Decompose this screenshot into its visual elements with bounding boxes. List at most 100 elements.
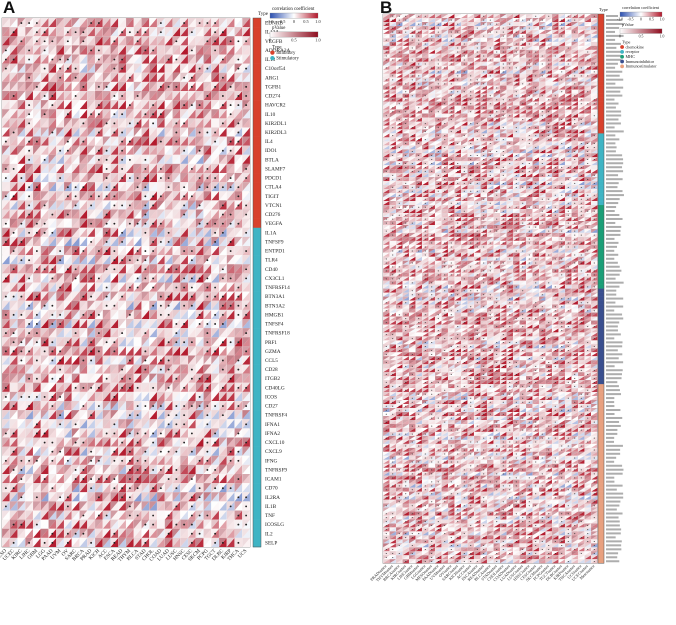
heatmap-b-cell bbox=[448, 61, 455, 66]
heatmap-a-cell bbox=[149, 273, 157, 283]
heatmap-a-cell bbox=[102, 163, 111, 174]
heatmap-a-cell bbox=[56, 81, 64, 91]
heatmap-b-cell bbox=[545, 224, 552, 229]
heatmap-b-cell bbox=[558, 312, 565, 317]
heatmap-b-cell bbox=[584, 197, 591, 202]
heatmap-a-cell bbox=[133, 401, 142, 411]
heatmap-a-cell bbox=[25, 100, 33, 110]
heatmap-a-cell bbox=[110, 273, 119, 283]
heatmap-b-cell bbox=[532, 61, 539, 66]
heatmap-b-cell bbox=[487, 109, 494, 114]
heatmap-a-cell bbox=[126, 246, 134, 256]
heatmap-b-cell bbox=[545, 201, 552, 206]
heatmap-b-cell bbox=[448, 209, 455, 213]
heatmap-b-cell bbox=[435, 65, 442, 70]
heatmap-b-cell bbox=[487, 101, 494, 106]
heatmap-a-cell bbox=[164, 246, 173, 256]
heatmap-a-cell bbox=[79, 382, 88, 392]
heatmap-a-cell bbox=[110, 127, 119, 137]
heatmap-b-cell bbox=[428, 360, 435, 365]
heatmap-b-cell bbox=[500, 14, 507, 18]
heatmap-b-cell bbox=[441, 41, 448, 46]
heatmap-b-cell bbox=[402, 49, 409, 54]
heatmap-b-cell bbox=[402, 193, 409, 198]
heatmap-b-cell bbox=[480, 356, 487, 361]
heatmap-b-cell bbox=[584, 85, 591, 90]
heatmap-b-cell bbox=[461, 264, 468, 269]
heatmap-a-cell bbox=[9, 355, 18, 365]
heatmap-b-cell bbox=[513, 29, 520, 34]
heatmap-a-cell bbox=[118, 54, 126, 64]
heatmap-a-cell bbox=[118, 373, 126, 383]
heatmap-a-cell bbox=[102, 90, 111, 101]
heatmap-b-cell bbox=[454, 209, 461, 213]
heatmap-b-cell bbox=[467, 260, 474, 265]
heatmap-a-cell bbox=[211, 464, 219, 474]
heatmap-b-cell bbox=[441, 149, 448, 154]
heatmap-a-cell bbox=[64, 173, 72, 183]
heatmap-b-cell bbox=[461, 157, 468, 162]
heatmap-a-cell bbox=[2, 109, 10, 119]
heatmap-b-cell bbox=[467, 220, 474, 225]
heatmap-a-cell bbox=[203, 300, 212, 310]
heatmap-b-cell bbox=[552, 169, 559, 174]
heatmap-b-cell bbox=[591, 256, 598, 261]
heatmap-b-cell bbox=[435, 336, 442, 341]
heatmap-b-cell bbox=[402, 209, 409, 213]
heatmap-a-cell bbox=[234, 255, 243, 265]
heatmap-b-cell bbox=[513, 328, 520, 333]
heatmap-a-cell bbox=[118, 328, 126, 338]
heatmap-b-cell bbox=[526, 145, 533, 150]
heatmap-a-cell bbox=[102, 36, 111, 46]
heatmap-b-cell bbox=[409, 181, 416, 186]
heatmap-b-cell bbox=[428, 292, 435, 297]
heatmap-b-cell bbox=[584, 157, 591, 162]
heatmap-b-cell bbox=[578, 89, 585, 94]
heatmap-a-cell bbox=[110, 410, 119, 420]
heatmap-a-cell bbox=[226, 492, 235, 502]
heatmap-b-cell bbox=[526, 205, 533, 210]
heatmap-b-cell bbox=[519, 109, 526, 114]
heatmap-b-cell bbox=[500, 280, 507, 285]
heatmap-b-cell bbox=[565, 69, 572, 74]
heatmap-a-cell bbox=[180, 191, 188, 201]
heatmap-b-cell bbox=[415, 157, 422, 162]
heatmap-b-cell bbox=[519, 232, 526, 237]
heatmap-b-cell bbox=[500, 360, 507, 365]
heatmap-b-cell bbox=[493, 224, 500, 229]
heatmap-b-cell bbox=[539, 264, 546, 269]
heatmap-b-cell bbox=[578, 133, 585, 138]
heatmap-b-cell bbox=[519, 352, 526, 357]
heatmap-b-cell bbox=[506, 328, 513, 333]
heatmap-b-cell bbox=[396, 252, 403, 257]
heatmap-a-cell bbox=[172, 519, 181, 529]
heatmap-a-cell bbox=[180, 428, 188, 438]
heatmap-a-cell bbox=[87, 410, 95, 420]
heatmap-b-cell bbox=[441, 360, 448, 365]
heatmap-a-cell bbox=[48, 483, 57, 493]
heatmap-b-cell bbox=[409, 173, 416, 178]
heatmap-b-cell bbox=[532, 344, 539, 349]
heatmap-b-cell bbox=[578, 165, 585, 170]
heatmap-b-cell bbox=[539, 65, 546, 70]
heatmap-a-cell bbox=[226, 346, 235, 356]
heatmap-a-cell bbox=[95, 200, 103, 210]
heatmap-b-cell bbox=[415, 21, 422, 26]
heatmap-b-cell bbox=[415, 33, 422, 38]
heatmap-a-cell bbox=[40, 309, 49, 319]
heatmap-b-cell bbox=[415, 296, 422, 301]
heatmap-b-cell bbox=[532, 177, 539, 182]
heatmap-a-cell bbox=[195, 72, 204, 82]
heatmap-a-cell bbox=[102, 218, 111, 228]
heatmap-b-cell bbox=[441, 336, 448, 341]
heatmap-b-cell bbox=[487, 93, 494, 98]
heatmap-b-cell bbox=[409, 25, 416, 30]
heatmap-a-cell bbox=[64, 264, 72, 274]
heatmap-b-cell bbox=[480, 165, 487, 170]
heatmap-b-cell bbox=[487, 149, 494, 154]
heatmap-b-cell bbox=[539, 109, 546, 114]
heatmap-b-cell bbox=[591, 272, 598, 277]
heatmap-a-cell bbox=[64, 474, 72, 484]
heatmap-b-cell bbox=[532, 244, 539, 249]
heatmap-b-cell bbox=[493, 81, 500, 86]
